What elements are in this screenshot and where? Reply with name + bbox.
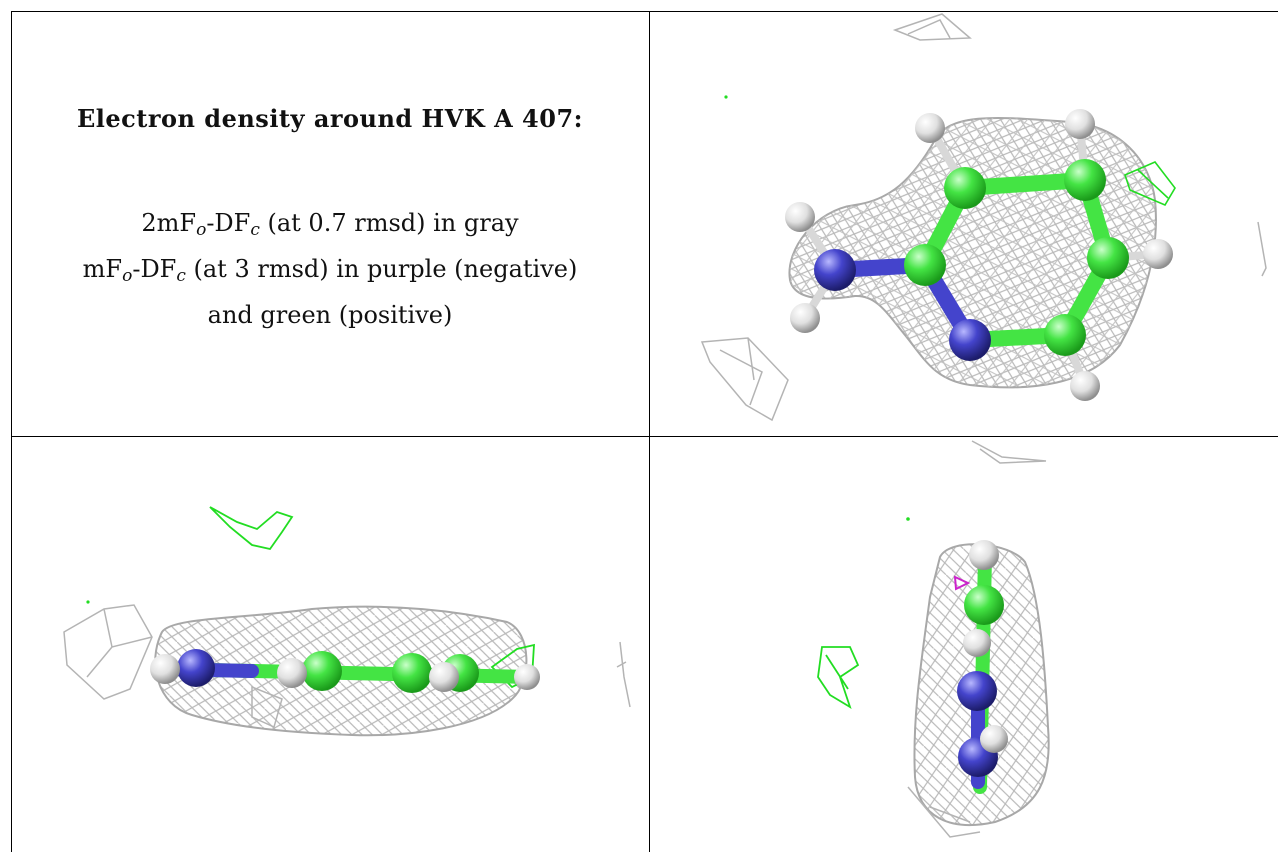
legend-line-3: and green (positive) xyxy=(207,301,453,329)
atom-hydrogen xyxy=(980,725,1008,753)
legend-2fofc-sub-c: c xyxy=(250,220,260,240)
legend-fofc-sub-o: o xyxy=(122,266,133,286)
mesh-fofc-positive xyxy=(817,646,860,710)
mesh-fofc-positive xyxy=(1124,161,1176,207)
view-edge xyxy=(650,437,1278,852)
mesh-2fofc-fragment xyxy=(892,13,972,41)
legend-fofc-suffix: (at 3 rmsd) in purple (negative) xyxy=(185,255,578,283)
atom-nitrogen xyxy=(949,319,991,361)
atom-carbon xyxy=(1087,237,1129,279)
atom-hydrogen xyxy=(1143,239,1173,269)
atom-carbon xyxy=(1064,159,1106,201)
legend-2fofc-mid: -DF xyxy=(206,209,251,237)
mesh-2fofc-fragment xyxy=(907,786,981,838)
legend-fofc-sub-c: c xyxy=(176,266,186,286)
grid-divider-horizontal xyxy=(11,436,1278,437)
atom-hydrogen xyxy=(429,662,459,692)
legend-line-fofc: mFo-DFc (at 3 rmsd) in purple (negative) xyxy=(12,250,648,296)
mesh-2fofc-fragment xyxy=(616,641,631,708)
mesh-2fofc-fragment xyxy=(1257,221,1267,277)
atom-hydrogen xyxy=(785,202,815,232)
grid-border-top xyxy=(11,11,1278,12)
mesh-fofc-positive-dot xyxy=(906,517,910,521)
view-side-render xyxy=(63,506,631,737)
legend-2fofc-sub-o: o xyxy=(196,220,207,240)
mesh-2fofc-fragment xyxy=(700,337,789,422)
legend-fofc-prefix: mF xyxy=(82,255,123,283)
view-edge-render xyxy=(817,440,1050,838)
legend-fofc-mid: -DF xyxy=(132,255,177,283)
mesh-2fofc-fragment xyxy=(251,685,283,729)
atom-carbon xyxy=(964,585,1004,625)
mesh-fofc-positive xyxy=(490,643,535,689)
atom-carbon xyxy=(904,244,946,286)
atom-hydrogen xyxy=(963,629,991,657)
atom-hydrogen xyxy=(1070,371,1100,401)
grid-divider-vertical xyxy=(649,11,650,852)
atom-hydrogen xyxy=(150,654,180,684)
atom-carbon xyxy=(944,167,986,209)
atom-nitrogen xyxy=(957,671,997,711)
atom-nitrogen xyxy=(177,649,215,687)
atom-hydrogen xyxy=(277,658,307,688)
legend-2fofc-suffix: (at 0.7 rmsd) in gray xyxy=(259,209,519,237)
mesh-fofc-negative xyxy=(953,575,971,591)
atom-hydrogen xyxy=(969,540,999,570)
atom-carbon xyxy=(302,651,342,691)
view-top-render xyxy=(700,13,1267,422)
atom-hydrogen xyxy=(790,303,820,333)
mesh-fofc-positive xyxy=(209,506,294,551)
caption-panel: Electron density around HVK A 407: 2mFo-… xyxy=(12,12,648,435)
atom-hydrogen xyxy=(1065,109,1095,139)
caption-legend: 2mFo-DFc (at 0.7 rmsd) in gray mFo-DFc (… xyxy=(12,204,648,335)
view-top xyxy=(650,0,1278,436)
mesh-fofc-positive-dot xyxy=(86,600,90,604)
atom-carbon xyxy=(392,653,432,693)
caption-title: Electron density around HVK A 407: xyxy=(76,104,584,133)
mesh-2fofc-fragment xyxy=(971,440,1047,464)
legend-line-2fofc: 2mFo-DFc (at 0.7 rmsd) in gray xyxy=(12,204,648,250)
view-side xyxy=(12,437,649,852)
atom-hydrogen xyxy=(915,113,945,143)
atom-carbon xyxy=(1044,314,1086,356)
mesh-2fofc-fragment xyxy=(63,604,153,700)
legend-2fofc-prefix: 2mF xyxy=(141,209,197,237)
mesh-fofc-positive-dot xyxy=(724,95,728,99)
atom-hydrogen xyxy=(514,664,540,690)
grid-border-left xyxy=(11,11,12,852)
atom-nitrogen xyxy=(814,249,856,291)
